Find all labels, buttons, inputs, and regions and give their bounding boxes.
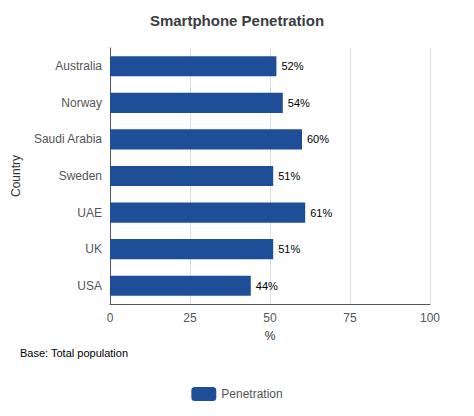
svg-text:UK: UK	[85, 242, 102, 256]
svg-text:%: %	[265, 329, 276, 343]
svg-text:Australia: Australia	[55, 59, 102, 73]
svg-text:50: 50	[263, 311, 277, 325]
svg-text:Base: Total population: Base: Total population	[20, 347, 128, 359]
svg-text:USA: USA	[77, 279, 102, 293]
svg-text:25: 25	[183, 311, 197, 325]
svg-text:54%: 54%	[288, 97, 310, 109]
svg-text:0: 0	[107, 311, 114, 325]
svg-text:52%: 52%	[281, 60, 303, 72]
svg-text:Penetration: Penetration	[221, 387, 282, 401]
svg-text:61%: 61%	[310, 207, 332, 219]
svg-text:51%: 51%	[278, 170, 300, 182]
svg-text:51%: 51%	[278, 243, 300, 255]
svg-text:Smartphone Penetration: Smartphone Penetration	[150, 12, 324, 29]
svg-text:Country: Country	[9, 155, 23, 197]
svg-text:UAE: UAE	[77, 206, 102, 220]
svg-text:75: 75	[343, 311, 357, 325]
svg-text:44%: 44%	[256, 280, 278, 292]
svg-text:100: 100	[420, 311, 440, 325]
svg-text:60%: 60%	[307, 133, 329, 145]
svg-text:Norway: Norway	[61, 96, 102, 110]
svg-text:Sweden: Sweden	[59, 169, 102, 183]
svg-text:Saudi Arabia: Saudi Arabia	[34, 132, 102, 146]
